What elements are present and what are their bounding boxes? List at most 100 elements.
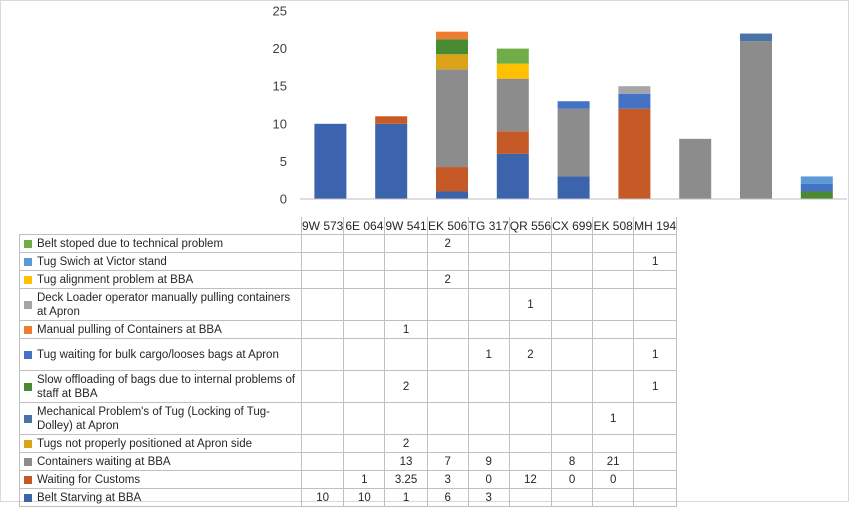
- data-label: [384, 402, 428, 435]
- bar-segment: [436, 31, 468, 40]
- bar-segment: [800, 183, 833, 192]
- category-row: 9W 573 6E 064 9W 541 EK 506 TG 317 QR 556 CX 6…: [19, 217, 678, 235]
- data-label: [467, 320, 510, 339]
- bar-segment: [618, 108, 651, 199]
- data-label: [467, 288, 510, 321]
- data-label: [508, 452, 553, 471]
- data-label: [508, 252, 553, 271]
- series-row: Tug alignment problem at BBA 2: [19, 270, 678, 289]
- bar-segment: [496, 63, 529, 79]
- x-tick-label: TG 317: [467, 217, 510, 235]
- x-tick-label: 6E 064: [343, 217, 386, 235]
- legend-entry: Waiting for Customs: [19, 470, 302, 489]
- data-label: [467, 402, 510, 435]
- data-label: [551, 338, 594, 371]
- legend-entry: Mechanical Problem's of Tug (Locking of …: [19, 402, 302, 435]
- legend-swatch: [24, 439, 32, 448]
- data-label: 1: [592, 402, 635, 435]
- data-label: [592, 270, 635, 289]
- data-label: [343, 338, 386, 371]
- data-label: [592, 434, 635, 453]
- legend-swatch: [24, 457, 32, 466]
- bar-segment: [740, 33, 772, 42]
- data-label: 3.25: [384, 470, 428, 489]
- legend-label: Waiting for Customs: [37, 473, 141, 486]
- data-label: [633, 234, 678, 253]
- data-label: [592, 338, 635, 371]
- data-label: [467, 370, 510, 403]
- x-tick-label: 9W 573: [300, 217, 345, 235]
- data-label: [300, 338, 345, 371]
- data-label: [343, 370, 386, 403]
- data-label: [467, 434, 510, 453]
- legend-label: Deck Loader operator manually pulling co…: [37, 291, 291, 318]
- legend-swatch: [24, 300, 32, 309]
- data-label: 9: [467, 452, 510, 471]
- x-tick-label: QR 556: [508, 217, 553, 235]
- series-row: Tug waiting for bulk cargo/looses bags a…: [19, 338, 678, 371]
- legend-swatch: [24, 414, 32, 423]
- data-label: [633, 320, 678, 339]
- legend-label: Tug alignment problem at BBA: [37, 273, 194, 286]
- bar-segment: [436, 167, 468, 192]
- bar-segment: [496, 153, 529, 199]
- data-label: [300, 320, 345, 339]
- data-table: 9W 573 6E 064 9W 541 EK 506 TG 317 QR 556 CX 6…: [19, 217, 678, 507]
- bar-segment: [557, 101, 590, 109]
- data-label: 10: [300, 488, 345, 507]
- series-row: Containers waiting at BBA 13 7 9 8 21: [19, 452, 678, 471]
- y-tick-label: 20: [273, 41, 287, 56]
- legend-label: Tugs not properly positioned at Apron si…: [37, 437, 253, 450]
- data-label: [508, 402, 553, 435]
- data-label: 1: [384, 320, 428, 339]
- data-label: [300, 402, 345, 435]
- data-label: [300, 288, 345, 321]
- data-label: 6: [426, 488, 469, 507]
- data-label: [508, 434, 553, 453]
- data-label: [384, 288, 428, 321]
- data-label: [300, 270, 345, 289]
- bar-segment: [679, 138, 712, 199]
- data-label: [633, 434, 678, 453]
- data-label: 2: [508, 338, 553, 371]
- bar-segment: [496, 78, 529, 132]
- data-label: 0: [592, 470, 635, 489]
- data-label: 2: [384, 370, 428, 403]
- data-label: [592, 252, 635, 271]
- bar-segment: [740, 41, 772, 199]
- series-row: Manual pulling of Containers at BBA 1: [19, 320, 678, 339]
- data-label: [592, 234, 635, 253]
- data-label: 2: [426, 234, 469, 253]
- bar-segment: [375, 116, 408, 124]
- data-label: [551, 320, 594, 339]
- data-label: 3: [426, 470, 469, 489]
- bar-area: [314, 31, 833, 199]
- bar-segment: [557, 108, 590, 177]
- data-label: 3: [467, 488, 510, 507]
- x-tick-label: CX 699: [551, 217, 594, 235]
- legend-swatch: [24, 475, 32, 484]
- data-label: 1: [633, 370, 678, 403]
- data-label: 0: [467, 470, 510, 489]
- data-label: [426, 338, 469, 371]
- legend-entry: Deck Loader operator manually pulling co…: [19, 288, 302, 321]
- data-label: 2: [426, 270, 469, 289]
- data-label: [343, 270, 386, 289]
- data-label: [467, 270, 510, 289]
- legend-entry: Belt stoped due to technical problem: [19, 234, 302, 253]
- data-label: [633, 452, 678, 471]
- data-label: [343, 452, 386, 471]
- data-label: [426, 320, 469, 339]
- data-label: 8: [551, 452, 594, 471]
- series-row: Tug Swich at Victor stand 1: [19, 252, 678, 271]
- series-row: Mechanical Problem's of Tug (Locking of …: [19, 402, 678, 435]
- series-row: Belt Starving at BBA 10 10 1 6 3: [19, 488, 678, 507]
- data-label: [467, 234, 510, 253]
- data-label: [633, 270, 678, 289]
- data-label: [508, 488, 553, 507]
- data-label: [343, 402, 386, 435]
- data-label: 1: [467, 338, 510, 371]
- y-tick-label: 5: [280, 154, 287, 169]
- data-label: [343, 288, 386, 321]
- bar-segment: [436, 54, 468, 70]
